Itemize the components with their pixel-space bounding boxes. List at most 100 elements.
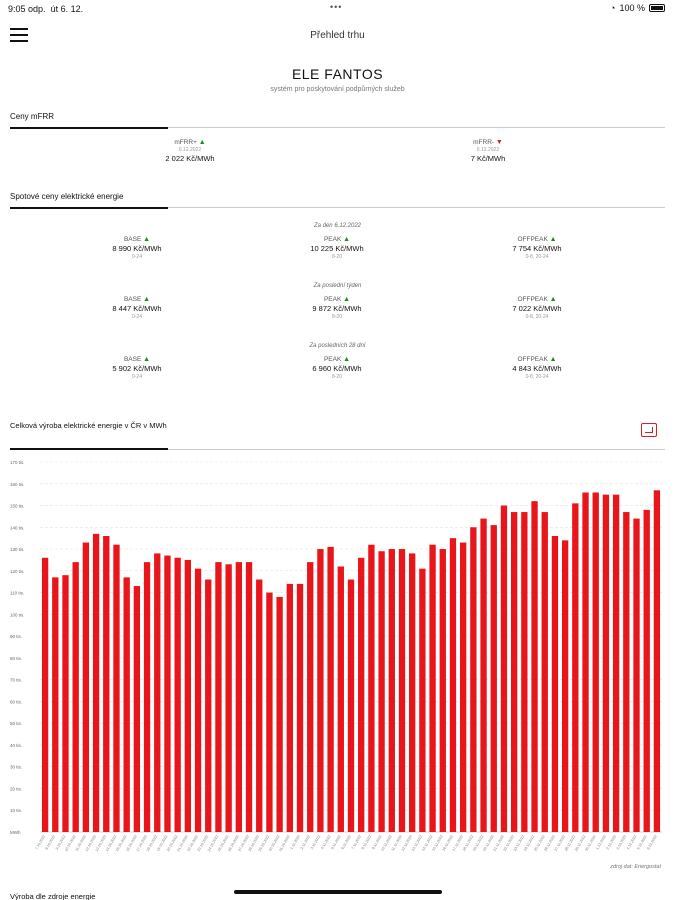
x-tick-label: 30.11.2022 [584,835,596,852]
spot-base-hours: 0-24 [131,254,142,260]
bar [541,512,548,832]
bar [602,494,610,832]
x-tick-label: 8.11.2022 [361,835,372,851]
bar [409,553,416,832]
bar [72,562,79,832]
chart-title: Celková výroba elektrické energie v ČR v… [10,421,167,430]
home-indicator[interactable] [234,890,442,894]
bar [561,540,569,832]
section-mfrr-header: Ceny mFRR [10,112,665,129]
divider-accent [10,207,168,209]
status-date-text: út 6. 12. [50,4,84,14]
x-tick-label: 7.10.2022 [35,835,46,851]
bar [388,549,395,832]
y-tick-label: 160 tis. [10,482,25,487]
bar [184,559,192,832]
divider [10,449,665,450]
bar [612,494,620,832]
status-bar: 9:05 odp. út 6. 12. ••• ◔ 100 % [0,0,675,18]
x-tick-label: 6.11.2022 [341,835,352,851]
spot-base-name: BASE [123,296,142,303]
spot-offpeak-value: 4 843 Kč/MWh [512,364,562,373]
bar [368,544,375,832]
spot-offpeak-stat: OFFPEAK ▲ 7 022 Kč/MWh 0-8, 20-24 [467,296,607,320]
spot-offpeak-value: 7 754 Kč/MWh [512,244,562,253]
x-tick-label: 1.12.2022 [595,835,606,851]
y-tick-label: 10 tis. [10,808,22,813]
bar [347,579,355,832]
mfrr-plus-stat: mFRR+ ▲ 6.12.2022 2 022 Kč/MWh [120,139,260,163]
bar [133,586,141,832]
y-tick-label: 40 tis. [10,743,22,748]
app-title: ELE FANTOS [291,66,384,82]
spot-peak-value: 6 960 Kč/MWh [312,364,362,373]
bar [623,512,630,832]
bar [123,577,130,832]
spot-base-value: 8 447 Kč/MWh [112,304,162,313]
bar [225,564,232,832]
spot-offpeak-stat: OFFPEAK ▲ 4 843 Kč/MWh 0-8, 20-24 [467,356,607,380]
divider-accent [10,127,168,129]
battery-icon [649,4,665,12]
y-tick-label: 140 tis. [10,525,25,530]
bar [317,549,324,832]
spot-offpeak-hours: 0-8, 20-24 [525,254,549,260]
y-tick-label: 170 tis. [10,460,25,465]
spot-peak-name: PEAK [323,356,342,363]
section-spot-title: Spotové ceny elektrické energie [10,192,124,201]
period-label: Za posledních 28 dní [309,343,366,349]
spot-base-stat: BASE ▲ 8 990 Kč/MWh 0-24 [67,236,207,260]
bar [582,492,589,832]
bar [266,592,273,832]
x-tick-label: 1.11.2022 [290,835,301,851]
mfrr-plus-date: 6.12.2022 [178,147,202,153]
bar [103,536,110,832]
x-tick-label: 2.12.2022 [606,835,617,851]
spot-base-name: BASE [123,356,142,363]
y-tick-label: 150 tis. [10,504,25,509]
multitask-dots[interactable]: ••• [330,2,343,12]
expand-chart-icon[interactable] [641,423,657,437]
spot-peak-hours: 8-20 [331,314,342,320]
y-tick-label: 60 tis. [10,699,22,704]
bar [164,555,171,832]
spot-base-stat: BASE ▲ 5 902 Kč/MWh 0-24 [67,356,207,380]
bar [378,551,385,832]
y-tick-label: 90 tis. [10,634,22,639]
spot-offpeak-name: OFFPEAK [517,236,548,243]
mfrr-minus-stat: mFRR- ▼ 6.12.2022 7 Kč/MWh [418,139,558,163]
y-tick-label: 70 tis. [10,678,22,683]
x-tick-label: 5.12.2022 [636,835,647,851]
spot-offpeak-name: OFFPEAK [517,296,548,303]
spot-peak-value: 9 872 Kč/MWh [312,304,362,313]
spot-base-stat: BASE ▲ 8 447 Kč/MWh 0-24 [67,296,207,320]
bar [531,501,538,832]
bar [521,512,528,832]
trend-up-icon: ▲ [343,296,351,303]
bar [490,525,497,832]
bar [460,542,467,832]
bar [419,568,426,832]
spot-base-value: 8 990 Kč/MWh [112,244,162,253]
y-tick-label: 120 tis. [10,569,25,574]
spot-peak-stat: PEAK ▲ 6 960 Kč/MWh 8-20 [267,356,407,380]
menu-icon[interactable] [10,28,28,42]
trend-up-icon: ▲ [549,356,557,363]
section-sources-title: Výroba dle zdroje energie [10,892,96,900]
x-tick-label: 9.11.2022 [371,835,382,851]
spot-offpeak-hours: 0-8, 20-24 [525,314,549,320]
wifi-icon: ◔ [610,3,616,13]
trend-up-icon: ▲ [549,236,557,243]
x-tick-label: 7.11.2022 [351,835,362,851]
spot-peak-hours: 8-20 [331,374,342,380]
status-time: 9:05 odp. út 6. 12. [8,4,83,14]
x-tick-label: 6.12.2022 [646,835,657,851]
y-tick-label: 100 tis. [10,612,25,617]
bar [643,509,650,832]
bar [439,549,446,832]
spot-base-name: BASE [123,236,142,243]
bar [307,562,314,832]
section-spot-header: Spotové ceny elektrické energie [10,192,665,209]
status-time-text: 9:05 odp. [8,4,46,14]
x-tick-label: 4.12.2022 [626,835,637,851]
